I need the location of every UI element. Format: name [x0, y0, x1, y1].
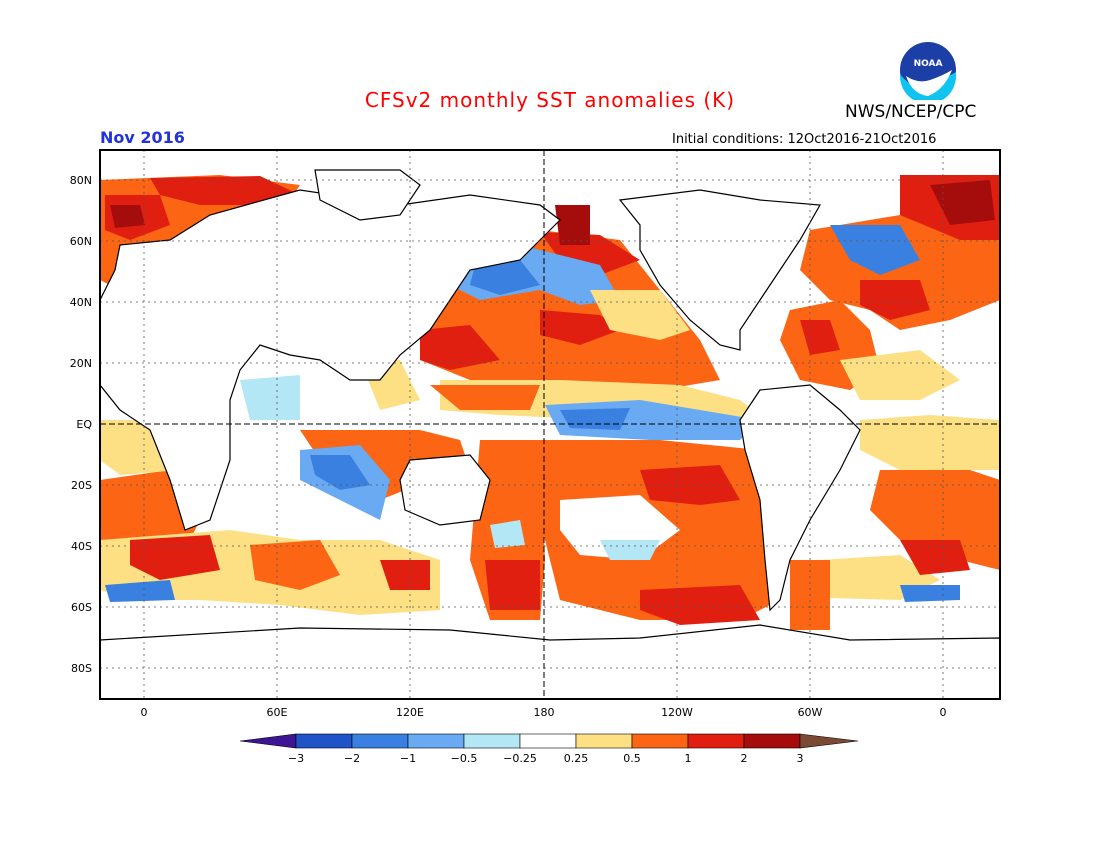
colorbar-block [575, 733, 633, 749]
colorbar-label: −1 [400, 752, 416, 765]
colorbar-arrow-low [239, 733, 297, 749]
colorbar-block [407, 733, 465, 749]
colorbar-block [351, 733, 409, 749]
noaa-logo: NOAA [900, 42, 956, 100]
lon-label: 60E [267, 706, 288, 719]
lon-label: 60W [798, 706, 823, 719]
colorbar-label: −0.25 [503, 752, 537, 765]
colorbar-arrow-high [799, 733, 859, 749]
anomaly-patch [470, 260, 540, 295]
lat-label: 40S [71, 540, 92, 553]
anomaly-patch [900, 540, 970, 575]
colorbar-block [631, 733, 689, 749]
longitude-labels: 0 60E 120E 180 120W 60W 0 [141, 706, 947, 719]
anomaly-patch [150, 176, 300, 205]
anomaly-patch [430, 385, 540, 410]
map-frame [99, 149, 1001, 700]
colorbar-label: 0.5 [623, 752, 641, 765]
anomaly-patch [640, 585, 760, 625]
latitude-labels: 80N 60N 40N 20N EQ 20S 40S 60S 80S [70, 174, 93, 675]
colorbar-block [743, 733, 801, 749]
landmass-greenland [314, 169, 421, 221]
land-masses [100, 169, 1000, 699]
anomaly-patch [100, 420, 180, 475]
lon-label: 0 [141, 706, 148, 719]
colorbar-label: 3 [797, 752, 804, 765]
anomaly-patch [860, 415, 1000, 470]
organization-label: NWS/NCEP/CPC [845, 102, 977, 122]
colorbar-label: 1 [685, 752, 692, 765]
anomaly-patch [485, 560, 540, 610]
colorbar-label: −3 [288, 752, 304, 765]
anomaly-patch [420, 325, 500, 370]
lat-label: EQ [76, 418, 92, 431]
anomaly-patch [930, 180, 995, 225]
anomaly-patch [105, 580, 175, 602]
anomaly-field [100, 169, 1000, 699]
anomaly-patch [240, 375, 300, 420]
anomaly-patch [380, 560, 430, 590]
map-title: CFSv2 monthly SST anomalies (K) [364, 88, 736, 112]
lon-label: 120W [661, 706, 693, 719]
landmass-antarctica [100, 624, 1000, 699]
lat-label: 20S [71, 479, 92, 492]
colorbar-block [687, 733, 745, 749]
anomaly-patch [540, 310, 620, 345]
lon-label: 120E [396, 706, 424, 719]
lon-label: 0 [940, 706, 947, 719]
initial-conditions: Initial conditions: 12Oct2016-21Oct2016 [672, 132, 937, 147]
reference-lines [100, 150, 1000, 699]
lat-label: 80S [71, 662, 92, 675]
graticule [100, 150, 1000, 699]
colorbar-label: −2 [344, 752, 360, 765]
anomaly-patch [600, 540, 660, 560]
colorbar-block [463, 733, 521, 749]
forecast-month: Nov 2016 [100, 128, 185, 147]
lat-label: 40N [70, 296, 92, 309]
colorbar-labels: −3 −2 −1 −0.5 −0.25 0.25 0.5 1 2 3 [288, 752, 804, 765]
anomaly-patch [490, 520, 525, 548]
anomaly-patch [860, 280, 930, 320]
lon-label: 180 [534, 706, 555, 719]
landmass-north-america [618, 189, 821, 351]
colorbar-block [519, 733, 577, 749]
colorbar-label: −0.5 [451, 752, 478, 765]
landmass-eurasia-africa [100, 189, 561, 531]
anomaly-patch [900, 585, 960, 602]
anomaly-patch [590, 290, 690, 340]
colorbar-label: 2 [741, 752, 748, 765]
anomaly-patch [830, 225, 920, 275]
colorbar-label: 0.25 [564, 752, 589, 765]
noaa-logo-text: NOAA [914, 59, 943, 69]
landmass-south-america [739, 384, 861, 612]
lat-label: 20N [70, 357, 92, 370]
lat-label: 80N [70, 174, 92, 187]
lat-label: 60S [71, 601, 92, 614]
anomaly-patch [870, 470, 1000, 570]
lat-label: 60N [70, 235, 92, 248]
colorbar-block [295, 733, 353, 749]
anomaly-patch [310, 455, 370, 490]
anomaly-patch [800, 320, 840, 355]
anomaly-patch [110, 205, 145, 228]
anomaly-patch [840, 350, 960, 400]
colorbar-blocks [239, 733, 859, 749]
anomaly-patch [250, 540, 340, 590]
anomaly-patch [555, 205, 590, 245]
